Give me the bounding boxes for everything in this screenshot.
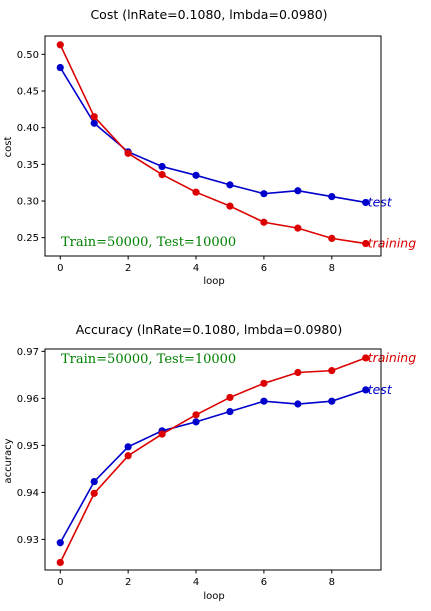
x-tick-label: 0 (57, 263, 63, 274)
x-tick-label: 6 (261, 263, 267, 274)
data-point-training (192, 188, 200, 196)
series-line-training (59, 44, 366, 245)
annotation-text: Train=50000, Test=10000 (61, 235, 236, 250)
data-point-training (362, 354, 370, 362)
data-point-test (294, 400, 302, 408)
series-line-test (59, 389, 366, 544)
x-tick-label: 4 (193, 577, 199, 588)
data-point-training (90, 113, 98, 121)
data-point-test (56, 539, 64, 547)
data-point-training (328, 367, 336, 375)
data-point-test (362, 198, 370, 207)
y-tick-label: 0.45 (17, 87, 39, 98)
y-tick-label: 0.96 (17, 394, 39, 405)
data-point-training (294, 368, 302, 377)
data-point-test (124, 443, 132, 451)
data-point-training (260, 218, 268, 226)
x-axis-label: loop (203, 591, 224, 602)
y-tick-label: 0.95 (17, 441, 39, 452)
y-tick-label: 0.40 (17, 123, 39, 134)
axis-ticks: 0 2 4 6 8 0.93 0.94 0.95 0.96 0.97 (17, 347, 335, 588)
data-point-test (294, 187, 302, 195)
x-tick-label: 2 (125, 577, 131, 588)
data-point-training (56, 558, 64, 567)
series-label-training: training (368, 236, 416, 251)
data-point-training (56, 41, 64, 49)
series-line-test (59, 67, 366, 204)
data-point-test (328, 397, 336, 405)
y-tick-label: 0.35 (17, 160, 39, 171)
chart-title: Accuracy (lnRate=0.1080, lmbda=0.0980) (76, 322, 342, 337)
data-point-training (124, 149, 132, 157)
data-point-test (158, 162, 166, 171)
plot-series: test training (56, 41, 416, 251)
y-tick-label: 0.30 (17, 197, 39, 208)
data-point-training (328, 234, 336, 242)
chart-title: Cost (lnRate=0.1080, lmbda=0.0980) (90, 7, 327, 22)
accuracy-chart: Accuracy (lnRate=0.1080, lmbda=0.0980) a… (3, 322, 416, 602)
series-label-test: test (368, 194, 393, 209)
y-tick-label: 0.25 (17, 233, 39, 244)
data-point-training (124, 452, 132, 460)
y-tick-label: 0.93 (17, 535, 39, 546)
x-axis-label: loop (203, 276, 224, 287)
data-point-training (158, 171, 166, 179)
axis-ticks: 0 2 4 6 8 0.25 0.30 0.35 0.40 0.45 0.50 (17, 50, 335, 274)
data-point-test (90, 478, 98, 486)
series-label-test: test (368, 382, 393, 397)
x-tick-label: 6 (261, 577, 267, 588)
data-point-training (192, 411, 200, 419)
data-point-training (226, 393, 234, 402)
data-point-training (260, 379, 268, 387)
data-point-test (56, 63, 64, 72)
data-point-training (158, 430, 166, 438)
data-point-test (192, 171, 200, 179)
y-axis-label: cost (3, 137, 14, 158)
data-point-training (294, 224, 302, 232)
plot-frame (44, 35, 382, 257)
data-point-test (192, 418, 200, 426)
data-point-test (260, 397, 268, 405)
x-tick-label: 0 (57, 577, 63, 588)
plot-series: test training (56, 350, 416, 567)
annotation-text: Train=50000, Test=10000 (61, 352, 236, 367)
data-point-test (226, 407, 234, 416)
y-tick-label: 0.97 (17, 347, 39, 358)
data-point-training (226, 202, 234, 210)
y-axis-label: accuracy (3, 438, 14, 483)
y-tick-label: 0.50 (17, 50, 39, 61)
x-tick-label: 4 (193, 263, 199, 274)
data-point-training (90, 489, 98, 497)
cost-chart: Cost (lnRate=0.1080, lmbda=0.0980) cost … (3, 7, 416, 287)
data-point-test (328, 193, 336, 201)
data-point-training (362, 239, 370, 248)
x-tick-label: 2 (125, 263, 131, 274)
series-label-training: training (368, 350, 416, 365)
data-point-test (226, 181, 234, 189)
x-tick-label: 8 (329, 263, 335, 274)
series-line-training (59, 357, 367, 563)
x-tick-label: 8 (329, 577, 335, 588)
plot-frame (44, 348, 382, 571)
data-point-test (90, 119, 98, 127)
data-point-test (260, 190, 268, 198)
y-tick-label: 0.94 (17, 488, 39, 499)
data-point-test (362, 386, 370, 394)
